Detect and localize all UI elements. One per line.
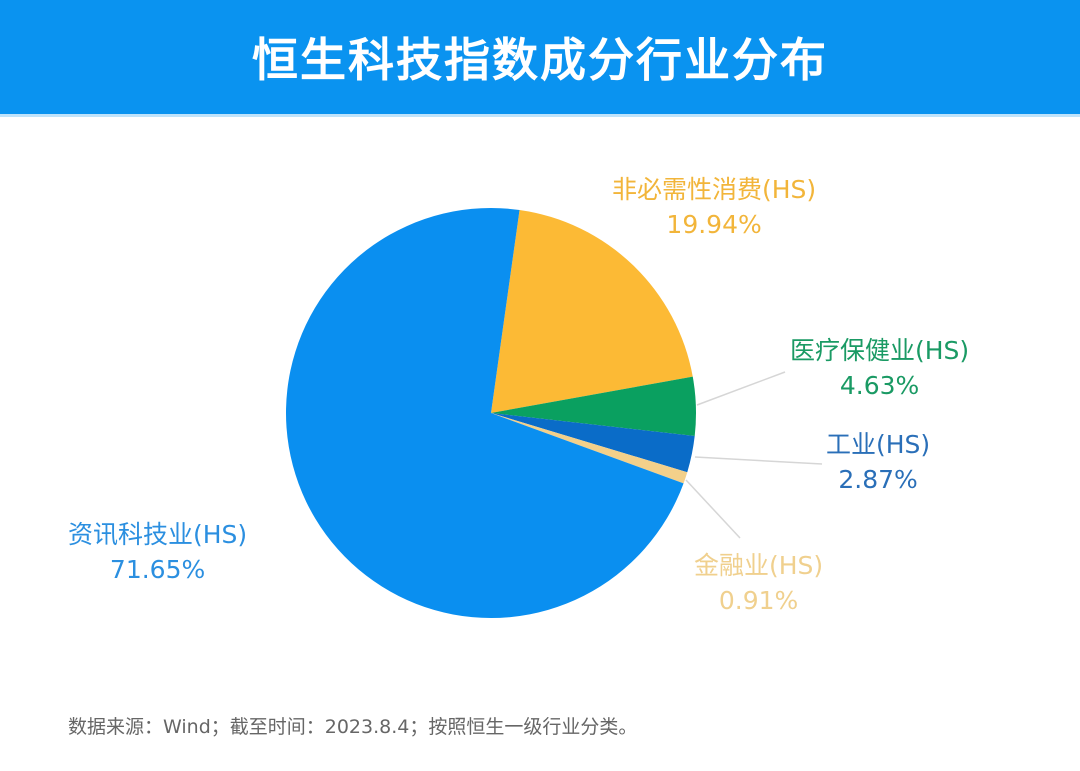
pie-slice-industrial: [491, 413, 695, 473]
source-note: 数据来源：Wind；截至时间：2023.8.4；按照恒生一级行业分类。: [68, 716, 638, 738]
label-industrial-pct: 2.87%: [838, 465, 918, 494]
pie-slice-it: [286, 207, 684, 618]
label-industrial: 工业(HS) 2.87%: [826, 427, 930, 497]
label-consumer-pct: 19.94%: [666, 210, 762, 239]
header-divider: [0, 114, 1080, 117]
pie-slice-financial: [491, 413, 688, 484]
leader-line-industrial: [694, 456, 823, 465]
chart-header: 恒生科技指数成分行业分布: [0, 0, 1080, 114]
label-consumer-name: 非必需性消费(HS): [612, 175, 817, 204]
leader-lines: [685, 371, 823, 539]
label-consumer: 非必需性消费(HS) 19.94%: [612, 172, 816, 242]
leader-line-financial: [685, 479, 741, 539]
label-healthcare: 医疗保健业(HS) 4.63%: [790, 333, 969, 403]
pie-slice-consumer: [491, 209, 693, 413]
label-financial: 金融业(HS) 0.91%: [694, 548, 823, 618]
label-financial-pct: 0.91%: [718, 586, 799, 615]
leader-line-healthcare: [696, 371, 786, 406]
label-healthcare-pct: 4.63%: [839, 371, 920, 400]
pie-slice-healthcare: [491, 376, 696, 437]
label-industrial-name: 工业(HS): [826, 430, 931, 459]
pie-slices: [286, 207, 696, 618]
label-financial-name: 金融业(HS): [694, 551, 824, 580]
label-healthcare-name: 医疗保健业(HS): [790, 336, 970, 365]
label-it-pct: 71.65%: [109, 555, 206, 584]
chart-title: 恒生科技指数成分行业分布: [252, 33, 828, 87]
label-it-name: 资讯科技业(HS): [68, 520, 248, 549]
label-it: 资讯科技业(HS) 71.65%: [68, 517, 247, 587]
